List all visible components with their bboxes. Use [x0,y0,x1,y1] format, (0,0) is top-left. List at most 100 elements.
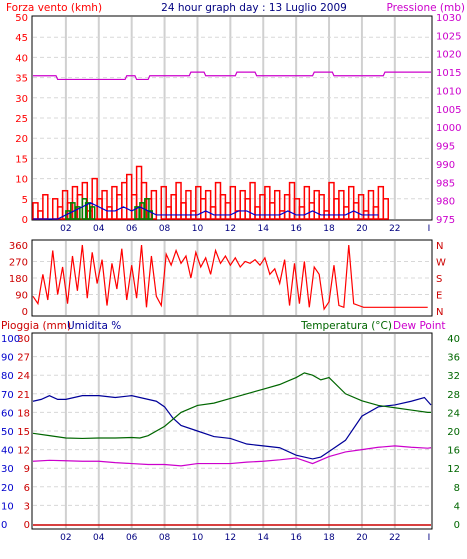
y-tick-rain: 24 [17,371,30,382]
y-tick-humidity: 40 [1,446,14,457]
y-tick-wind: 20 [15,134,28,145]
wind-speed-bar [229,185,237,220]
wind-green-bar [134,206,140,220]
y-compass-label: W [436,258,446,269]
y-tick-temperature: 28 [447,390,460,401]
dewpoint-line [32,445,432,467]
y-tick-pressure: 985 [436,178,455,189]
wind-speed-bar [185,189,192,220]
x-tick-label: 02 [60,533,71,543]
y-tick-wind: 5 [22,195,28,206]
y-tick-temperature: 32 [447,371,460,382]
y-tick-wind: 40 [15,53,28,64]
wind-green-bar [75,206,81,220]
wind-green-bar [81,198,88,220]
humidity-axis-label: Umidita % [67,320,121,332]
wind-speed-bar [274,189,281,220]
wind-speed-bar [367,189,375,220]
y-tick-pressure: 995 [436,142,455,153]
y-tick-rain: 15 [17,427,30,438]
y-tick-wind: 10 [15,175,28,186]
y-tick-pressure: 980 [436,197,455,208]
chart-layers: 02 04 06 08 10 12 14 16 18 20 22 I02 04 06 08 10 12 14 16 1… [1,13,461,543]
y-tick-pressure: 1005 [436,105,461,116]
y-tick-pressure: 1025 [436,31,461,42]
header-center-title: 24 hour graph day : 13 Luglio 2009 [161,2,347,14]
temperature-axis-label: Temperatura (°C) [300,320,392,332]
y-tick-humidity: 20 [1,483,14,494]
y-tick-rain: 30 [17,334,30,345]
y-tick-wind: 15 [15,154,28,165]
x-tick-label: 12 [225,533,236,543]
y-tick-direction: 0 [22,307,28,318]
y-tick-humidity: 90 [1,353,14,364]
rain-axis-label: Pioggia (mm) [1,320,71,332]
wind-speed-bar [357,194,365,220]
x-tick-label: I [428,224,431,234]
y-tick-wind: 25 [15,114,28,125]
y-tick-rain: 21 [17,390,30,401]
y-compass-label: E [436,291,442,302]
y-tick-temperature: 8 [454,483,460,494]
y-tick-temperature: 12 [447,464,460,475]
y-tick-humidity: 0 [1,520,7,531]
x-tick-label: 08 [159,533,171,543]
x-tick-label: 04 [93,533,105,543]
x-tick-label: 22 [389,224,400,234]
wind-speed-bar [338,189,345,220]
x-tick-label: 20 [356,533,368,543]
y-tick-humidity: 100 [1,334,20,345]
y-tick-humidity: 30 [1,464,14,475]
x-tick-label: 14 [258,224,270,234]
y-tick-pressure: 975 [436,215,455,226]
y-tick-rain: 0 [24,520,30,531]
wind-green-bar [139,202,145,220]
y-tick-pressure: 990 [436,160,455,171]
y-tick-wind: 30 [15,94,28,105]
y-tick-pressure: 1015 [436,68,461,79]
wind-speed-bar [175,181,182,220]
pressure-line [33,71,431,81]
wind-speed-bar [160,185,167,220]
y-tick-rain: 9 [24,464,30,475]
y-tick-pressure: 1000 [436,123,461,134]
y-compass-label: N [436,241,443,252]
x-tick-label: 14 [258,533,270,543]
y-tick-humidity: 50 [1,427,14,438]
x-tick-label: 10 [192,224,204,234]
x-tick-label: 06 [126,224,138,234]
y-tick-rain: 12 [17,446,30,457]
y-tick-humidity: 10 [1,501,14,512]
header-left-label: Forza vento (kmh) [6,2,102,14]
x-tick-label: 16 [290,533,302,543]
wind-speed-bar [249,181,256,220]
wind-speed-bar [101,189,108,220]
x-tick-label: 06 [126,533,138,543]
wind-direction-line [32,244,428,311]
header-right-label: Pressione (mb) [386,2,465,14]
y-tick-temperature: 16 [447,446,460,457]
wind-speed-bar [204,189,212,220]
y-tick-direction: 360 [9,241,28,252]
y-tick-temperature: 20 [447,427,460,438]
y-tick-humidity: 80 [1,371,14,382]
x-tick-label: 02 [60,224,71,234]
y-tick-rain: 18 [17,408,30,419]
y-tick-temperature: 36 [447,353,460,364]
y-tick-wind: 45 [15,33,28,44]
y-tick-pressure: 1030 [436,13,461,24]
x-tick-label: 04 [93,224,105,234]
x-tick-label: 08 [159,224,171,234]
wind-green-bar [84,202,91,220]
wind-green-bar [89,206,96,220]
y-tick-rain: 3 [24,501,30,512]
x-tick-label: 22 [389,533,400,543]
y-tick-humidity: 60 [1,408,14,419]
y-tick-wind: 50 [15,13,28,24]
dewpoint-axis-label: Dew Point [393,320,446,332]
y-tick-rain: 27 [17,353,30,364]
y-tick-rain: 6 [24,483,30,494]
x-tick-label: I [428,533,431,543]
y-tick-pressure: 1010 [436,86,461,97]
